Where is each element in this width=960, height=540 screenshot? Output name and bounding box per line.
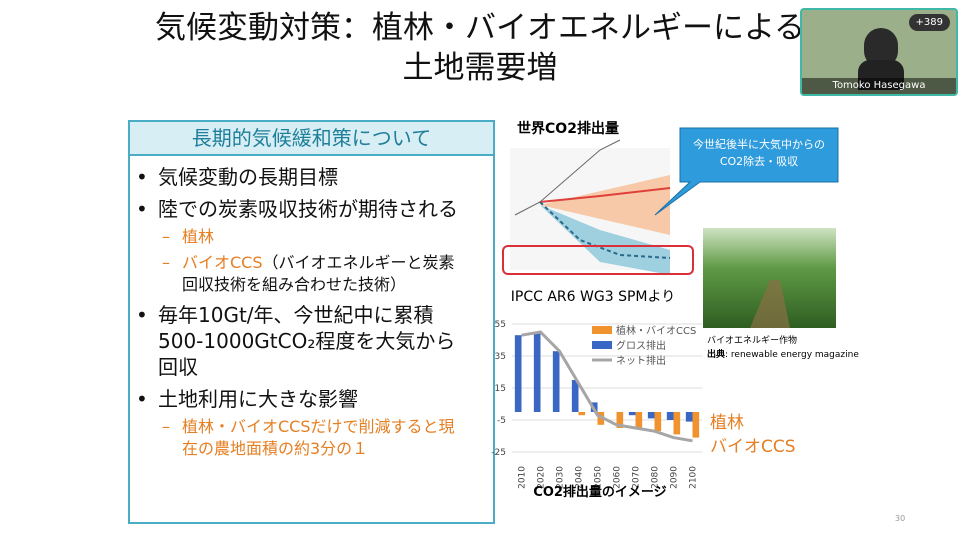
bullet-item: 陸での炭素吸収技術が期待される — [130, 196, 470, 222]
legend-swatch — [592, 326, 612, 334]
callout — [654, 127, 839, 216]
bar — [628, 412, 636, 416]
ipcc-title: 世界CO2排出量 — [517, 120, 619, 137]
legend-swatch — [592, 341, 612, 349]
bar — [533, 332, 541, 412]
x-tick-label: 2060 — [613, 466, 623, 489]
bar — [647, 412, 655, 419]
y-tick-label: 35 — [495, 352, 506, 362]
bullet-item: バイオCCS（バイオエネルギーと炭素回収技術を組み合わせた技術） — [130, 252, 470, 296]
photo-source: 出典: renewable energy magazine — [707, 348, 859, 360]
legend-label: ネット排出 — [616, 354, 666, 367]
y-tick-label: -25 — [491, 448, 506, 458]
bar — [673, 412, 681, 435]
text-box: 長期的気候緩和策について 気候変動の長期目標陸での炭素吸収技術が期待される植林バ… — [128, 120, 495, 524]
bullet-text: 気候変動の長期目標 — [158, 165, 338, 189]
ipcc-orange-range — [540, 175, 670, 235]
x-tick-label: 2050 — [594, 466, 604, 489]
highlight — [502, 245, 694, 275]
page-number: 30 — [895, 514, 905, 523]
side-label: バイオCCS — [710, 437, 796, 457]
bullet-text: 土地利用に大きな影響 — [158, 387, 358, 411]
x-tick-label: 2100 — [689, 466, 699, 489]
bullet-item: 気候変動の長期目標 — [130, 164, 470, 190]
photo-caption: バイオエネルギー作物 — [707, 334, 797, 346]
side-label: 植林 — [710, 413, 744, 433]
bar — [692, 412, 700, 438]
box-header: 長期的気候緩和策について — [130, 122, 493, 156]
ipcc-caption: IPCC AR6 WG3 SPMより — [511, 289, 675, 305]
bullet-text: 植林 — [182, 227, 215, 246]
bar — [578, 412, 586, 416]
x-tick-label: 2080 — [651, 466, 661, 489]
bullet-item: 植林・バイオCCSだけで削減すると現在の農地面積の約3分の１ — [130, 416, 470, 460]
x-tick-label: 2040 — [575, 466, 585, 489]
bullet-text: 植林・バイオCCSだけで削減すると現在の農地面積の約3分の１ — [182, 417, 455, 458]
participant-count[interactable]: +389 — [908, 14, 950, 31]
chart-caption: CO2排出量のイメージ — [533, 484, 666, 500]
bullet-note: （バイオエネルギーと炭素回収技術を組み合わせた技術） — [182, 253, 455, 294]
bullet-text: バイオCCS — [182, 253, 263, 272]
bar — [666, 412, 674, 420]
bar — [635, 412, 643, 428]
participant-name: Tomoko Hasegawa — [802, 78, 956, 94]
bar — [571, 380, 579, 412]
legend-label: グロス排出 — [616, 339, 666, 352]
title-line: 気候変動対策：植林・バイオエネルギーによる — [154, 10, 806, 46]
bar — [685, 412, 693, 422]
x-tick-label: 2010 — [518, 466, 528, 489]
x-tick-label: 2030 — [556, 466, 566, 489]
bar-chart: 55 35 15 -5 -25 2010 2020 2030 2040 2050 2060 2070 2… — [491, 320, 702, 500]
y-tick-label: 55 — [495, 320, 506, 330]
y-tick-label: -5 — [497, 416, 506, 426]
bar — [654, 412, 662, 432]
video-tile[interactable]: +389 Tomoko Hasegawa — [800, 8, 958, 96]
ipcc-blue-range — [540, 205, 670, 275]
ipcc-line — [539, 187, 671, 203]
bullet-list: 気候変動の長期目標陸での炭素吸収技術が期待される植林バイオCCS（バイオエネルギ… — [130, 156, 470, 460]
title: 気候変動対策：植林・バイオエネルギーによる 土地需要増 — [0, 8, 960, 88]
x-tick-label: 2090 — [670, 466, 680, 489]
bullet-text: 毎年10Gt/年、今世紀中に累積500-1000GtCO₂程度を大気から回収 — [158, 303, 456, 379]
ipcc-line — [539, 201, 671, 259]
bullet-item: 毎年10Gt/年、今世紀中に累積500-1000GtCO₂程度を大気から回収 — [130, 302, 470, 380]
ipcc-line — [514, 139, 621, 216]
bar — [514, 335, 522, 412]
callout-text-box: 今世紀後半に大気中からのCO2除去・吸収 — [693, 138, 825, 168]
title-line: 土地需要増 — [402, 50, 558, 86]
bullet-text: 陸での炭素吸収技術が期待される — [158, 197, 458, 221]
source-label: 出典 — [707, 348, 725, 360]
bullet-item: 植林 — [130, 226, 470, 248]
net-line — [521, 330, 693, 443]
photo-path — [750, 280, 790, 328]
bar — [552, 351, 560, 412]
callout-text: 今世紀後半に大気中からのCO2除去・吸収 — [693, 138, 825, 168]
x-tick-label: 2070 — [632, 466, 642, 489]
bullet-item: 土地利用に大きな影響 — [130, 386, 470, 412]
legend-label: 植林・バイオCCS — [616, 324, 696, 337]
bar — [616, 412, 624, 428]
source-text: : renewable energy magazine — [725, 350, 859, 360]
y-tick-label: 15 — [495, 384, 506, 394]
x-tick-label: 2020 — [537, 466, 547, 489]
